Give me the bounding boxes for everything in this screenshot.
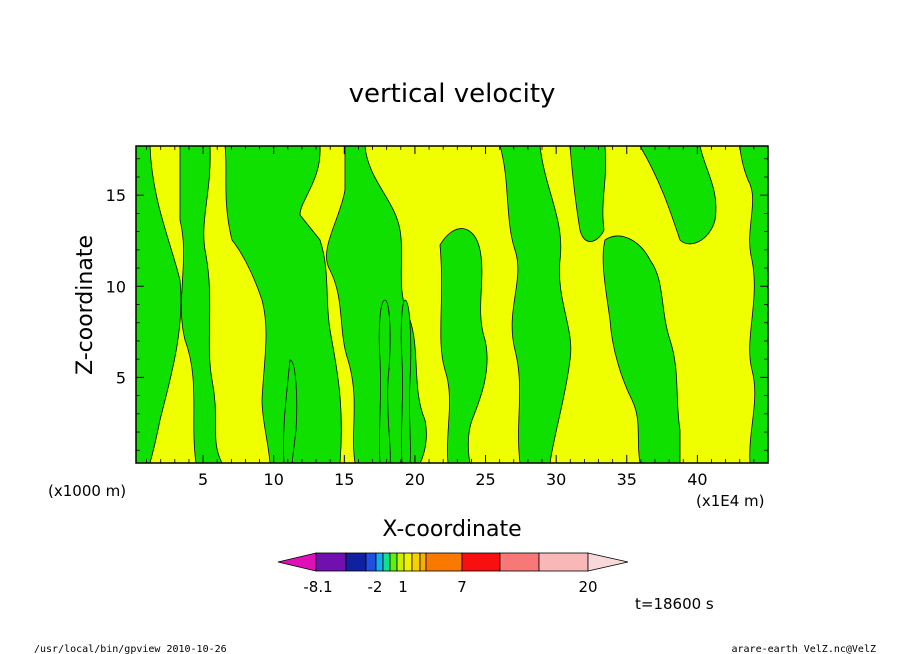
colorbar-cell <box>365 552 377 572</box>
y-tick-label: 10 <box>106 277 126 296</box>
x-tick-label: 20 <box>405 470 425 489</box>
colorbar-cell <box>411 552 421 572</box>
colorbar-cell <box>461 552 501 572</box>
colorbar-cell <box>403 552 413 572</box>
colorbar-tick-label: -2 <box>368 578 383 596</box>
updraft-region <box>739 145 769 464</box>
x-tick-label: 30 <box>546 470 566 489</box>
colorbar-arrow-high <box>587 552 629 572</box>
y-tick-label: 15 <box>106 186 126 205</box>
colorbar-tick-label: 20 <box>578 578 597 596</box>
colorbar-cell <box>375 552 384 572</box>
x-tick-label: 25 <box>475 470 495 489</box>
x-axis-ticks: 5 10 15 20 25 30 35 40 <box>146 146 755 489</box>
x-tick-label: 10 <box>264 470 284 489</box>
colorbar-cell <box>499 552 540 572</box>
x-unit-outer: (x1E4 m) <box>696 492 765 510</box>
colorbar: -8.1 -2 1 7 20 <box>277 552 629 596</box>
y-axis-label: Z-coordinate <box>73 235 98 375</box>
updraft-region <box>400 299 412 464</box>
updraft-region <box>135 145 182 464</box>
x-tick-label: 15 <box>334 470 354 489</box>
updraft-region <box>179 145 223 464</box>
plot-area: 5 10 15 20 25 30 35 40 5 10 15 <box>106 145 769 489</box>
updraft-region <box>569 145 607 242</box>
updraft-region <box>224 145 342 464</box>
footer-right: arare-earth_VelZ.nc@VelZ <box>732 644 877 654</box>
updraft-region <box>439 228 488 464</box>
colorbar-tick-label: -8.1 <box>303 578 332 596</box>
colorbar-tick-label: 1 <box>398 578 408 596</box>
colorbar-cell <box>345 552 367 572</box>
x-tick-label: 40 <box>687 470 707 489</box>
x-tick-label: 5 <box>198 470 208 489</box>
updraft-region <box>639 145 717 245</box>
green-regions <box>135 145 769 464</box>
colorbar-cell <box>315 552 347 572</box>
chart-title: vertical velocity <box>349 79 556 109</box>
y-tick-label: 5 <box>116 368 126 387</box>
colorbar-cell <box>425 552 463 572</box>
colorbar-tick-label: 7 <box>457 578 467 596</box>
colorbar-cell <box>389 552 398 572</box>
x-axis-label: X-coordinate <box>382 517 521 542</box>
colorbar-cell <box>419 552 427 572</box>
time-label: t=18600 s <box>635 595 714 613</box>
colorbar-cell <box>538 552 589 572</box>
colorbar-cell <box>396 552 405 572</box>
colorbar-cell <box>382 552 391 572</box>
y-axis-ticks: 5 10 15 <box>106 158 768 451</box>
updraft-region <box>326 145 427 464</box>
footer-left: /usr/local/bin/gpview 2010-10-26 <box>34 644 227 654</box>
x-unit-inner: (x1000 m) <box>48 482 126 500</box>
x-tick-label: 35 <box>617 470 637 489</box>
colorbar-arrow-low <box>277 552 317 572</box>
